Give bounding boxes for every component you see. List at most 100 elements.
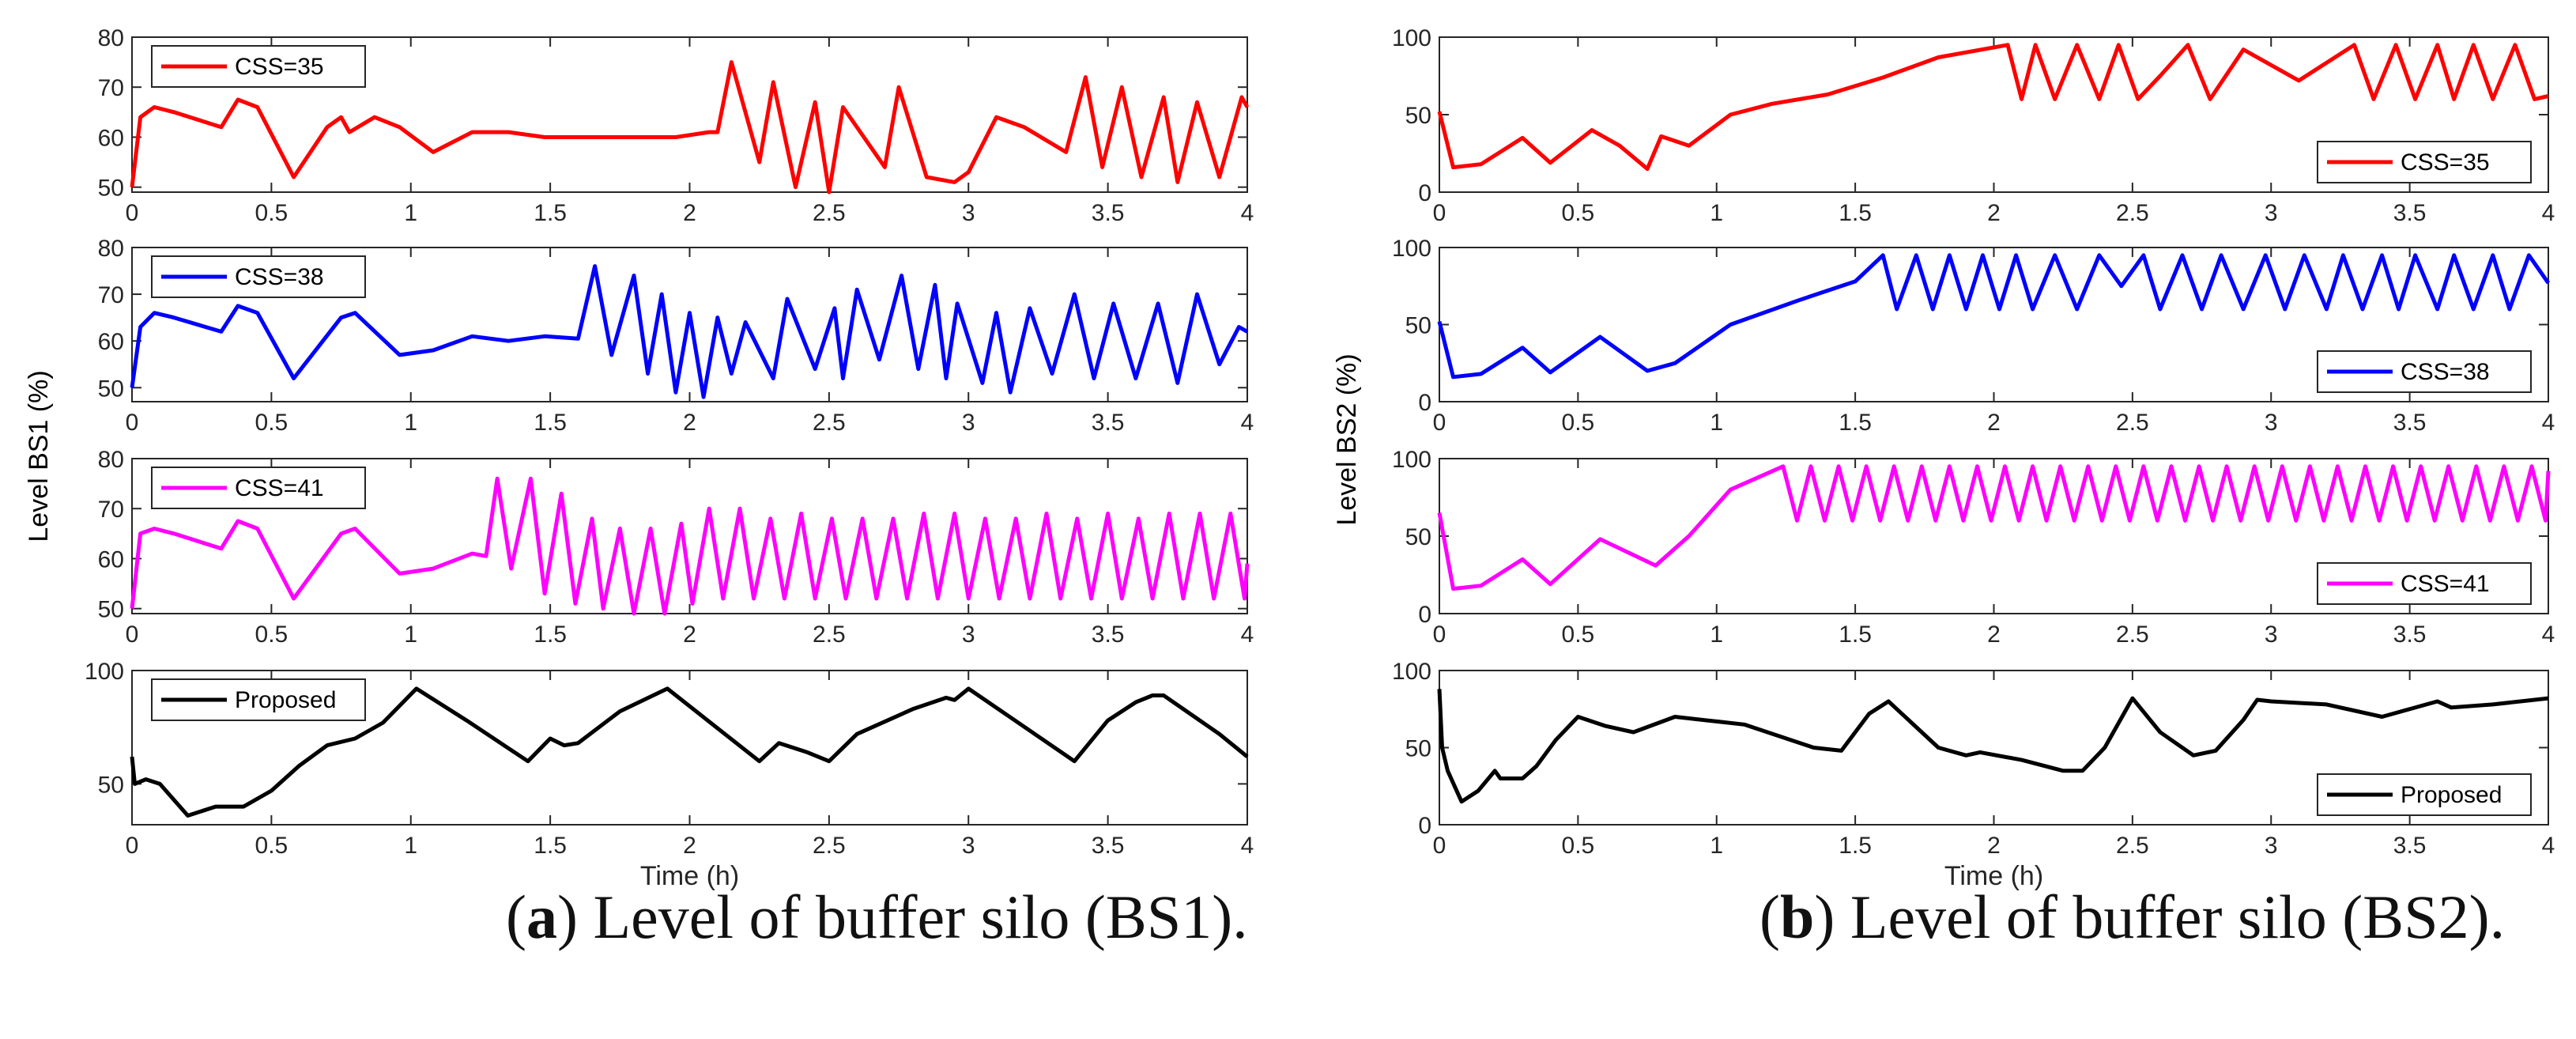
y-tick-label: 50 — [1405, 736, 1431, 762]
y-tick-label: 50 — [98, 176, 124, 202]
x-tick-label: 3.5 — [2393, 410, 2427, 436]
x-tick-label: 2.5 — [813, 200, 846, 226]
x-tick-label: 0 — [126, 622, 139, 648]
y-tick-label: 50 — [1405, 313, 1431, 339]
x-tick-label: 1.5 — [1839, 200, 1872, 226]
x-tick-label: 0.5 — [255, 833, 289, 859]
x-tick-label: 2 — [1987, 622, 2001, 648]
caption-a: (a) Level of buffer silo (BS1). — [506, 882, 1248, 951]
chart-panel-b1: 0 0.5 1 1.5 2 2.5 3 3.5 4 0 50 100 CSS=35 — [1392, 25, 2555, 226]
legend: Proposed — [151, 678, 366, 721]
x-tick-label: 0 — [1433, 833, 1446, 859]
x-tick-label: 3 — [2265, 622, 2278, 648]
x-tick-label: 0 — [126, 200, 139, 226]
x-tick-label: 2 — [683, 410, 696, 436]
series-line-css-35 — [130, 60, 1250, 195]
x-tick-label: 2 — [1987, 200, 2001, 226]
chart-panel-a4: 0 0.5 1 1.5 2 2.5 3 3.5 4 50 100 Proposed Time (h) — [85, 659, 1254, 891]
y-tick-label: 50 — [98, 376, 124, 402]
series-line-css-41 — [1437, 464, 2551, 591]
x-tick-label: 2.5 — [813, 410, 846, 436]
x-tick-label: 2.5 — [2116, 200, 2149, 226]
x-axis-label: Time (h) — [1944, 861, 2043, 891]
x-tick-label: 3 — [2265, 833, 2278, 859]
x-tick-label: 2 — [1987, 410, 2001, 436]
y-tick-label: 100 — [1392, 25, 1431, 51]
x-tick-label: 3 — [2265, 410, 2278, 436]
ylabel-a: Level BS1 (%) — [24, 370, 54, 542]
ylabel-b: Level BS2 (%) — [1332, 353, 1362, 525]
y-tick-label: 80 — [98, 236, 124, 262]
legend: CSS=38 — [151, 255, 366, 298]
x-tick-label: 3 — [962, 833, 975, 859]
x-tick-label: 3.5 — [1092, 833, 1125, 859]
x-tick-label: 1.5 — [1839, 833, 1872, 859]
y-tick-label: 100 — [1392, 236, 1431, 262]
series-line-css-41 — [130, 476, 1250, 616]
x-tick-label: 0 — [126, 410, 139, 436]
x-tick-label: 2.5 — [2116, 622, 2149, 648]
x-tick-label: 0.5 — [255, 622, 289, 648]
x-tick-label: 3.5 — [2393, 200, 2427, 226]
legend-label: Proposed — [2401, 782, 2502, 808]
x-tick-label: 1.5 — [1839, 622, 1872, 648]
caption-a-letter: a — [526, 882, 557, 951]
series-line-css-35 — [1437, 43, 2549, 172]
chart-panel-a2: 0 0.5 1 1.5 2 2.5 3 3.5 4 50 60 70 80 CSS=38 — [98, 236, 1254, 436]
y-tick-label: 50 — [1405, 524, 1431, 550]
x-tick-label: 1.5 — [534, 410, 567, 436]
x-tick-label: 3 — [2265, 200, 2278, 226]
x-tick-label: 4 — [1241, 200, 1254, 226]
caption-b: (b) Level of buffer silo (BS2). — [1759, 882, 2506, 951]
y-tick-label: 50 — [98, 597, 124, 623]
chart-panel-b2: 0 0.5 1 1.5 2 2.5 3 3.5 4 0 50 100 CSS=38 — [1392, 236, 2555, 436]
legend: CSS=41 — [2317, 562, 2532, 605]
legend-label: CSS=35 — [2401, 149, 2490, 176]
x-tick-label: 4 — [2542, 200, 2555, 226]
x-tick-label: 1.5 — [534, 622, 567, 648]
y-tick-label: 60 — [98, 329, 124, 355]
legend: Proposed — [2317, 773, 2532, 816]
x-tick-label: 1.5 — [534, 200, 567, 226]
x-tick-label: 2 — [683, 200, 696, 226]
x-tick-label: 0 — [1433, 622, 1446, 648]
x-tick-label: 0.5 — [1562, 200, 1595, 226]
y-tick-label: 100 — [1392, 659, 1431, 685]
y-tick-label: 80 — [98, 25, 124, 51]
x-tick-label: 1.5 — [534, 833, 567, 859]
x-tick-label: 1 — [404, 833, 417, 859]
x-tick-label: 2.5 — [2116, 410, 2149, 436]
x-tick-label: 2.5 — [813, 622, 846, 648]
x-tick-label: 3 — [962, 622, 975, 648]
x-tick-label: 0.5 — [1562, 833, 1595, 859]
y-tick-label: 50 — [98, 772, 124, 798]
x-tick-label: 3.5 — [1092, 200, 1125, 226]
x-tick-label: 4 — [2542, 622, 2555, 648]
y-tick-label: 70 — [98, 75, 124, 101]
x-tick-label: 0.5 — [1562, 410, 1595, 436]
x-tick-label: 4 — [1241, 410, 1254, 436]
series-line-css-38 — [130, 264, 1249, 399]
x-tick-label: 1 — [404, 410, 417, 436]
x-tick-label: 2 — [1987, 833, 2001, 859]
y-tick-label: 0 — [1418, 180, 1431, 206]
legend: CSS=35 — [151, 45, 366, 88]
x-tick-label: 3.5 — [1092, 622, 1125, 648]
y-tick-label: 50 — [1405, 103, 1431, 129]
y-tick-label: 0 — [1418, 602, 1431, 628]
x-tick-label: 3.5 — [1092, 410, 1125, 436]
legend-label: CSS=41 — [235, 475, 324, 501]
series-line-proposed — [130, 686, 1249, 818]
chart-panel-b4: 0 0.5 1 1.5 2 2.5 3 3.5 4 0 50 100 Proposed Time (h) — [1392, 659, 2555, 891]
y-tick-label: 0 — [1418, 813, 1431, 839]
chart-panel-b3: 0 0.5 1 1.5 2 2.5 3 3.5 4 0 50 100 CSS=41 — [1392, 447, 2555, 648]
legend-label: CSS=41 — [2401, 571, 2490, 597]
x-tick-label: 0.5 — [255, 410, 289, 436]
y-tick-label: 70 — [98, 497, 124, 523]
x-tick-label: 4 — [1241, 622, 1254, 648]
y-tick-label: 60 — [98, 125, 124, 151]
x-tick-label: 0 — [1433, 410, 1446, 436]
caption-a-text: ) Level of buffer silo (BS1). — [556, 882, 1248, 951]
caption-b-letter: b — [1779, 882, 1815, 951]
y-tick-label: 0 — [1418, 390, 1431, 416]
